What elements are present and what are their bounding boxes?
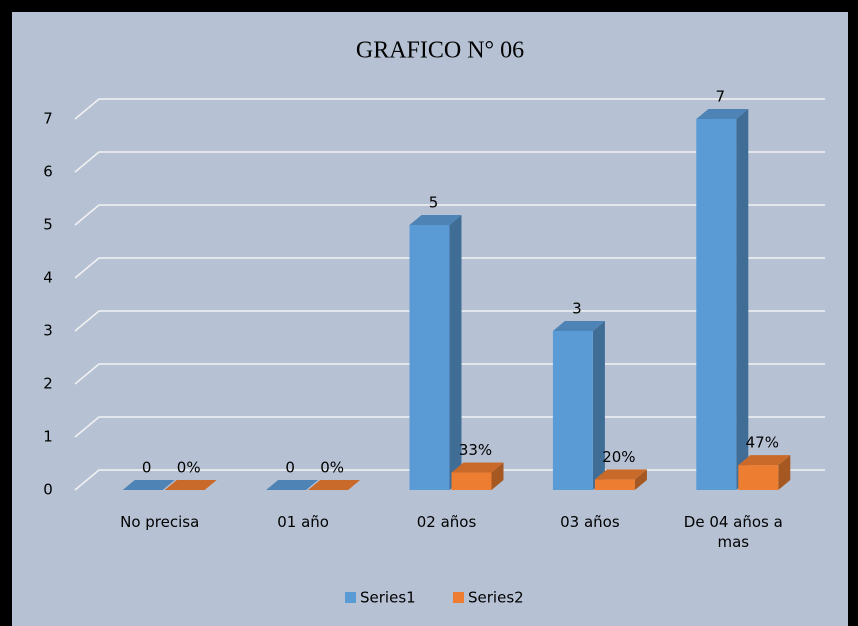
bar-side [736,109,749,490]
y-tick-label: 6 [43,163,53,181]
bar [164,480,217,490]
grid-line [74,310,825,332]
data-label: 5 [429,194,439,212]
bar-top [409,215,462,225]
legend-swatch [453,592,464,603]
x-tick-label: De 04 años a mas [683,513,783,551]
bar-top [594,469,647,480]
data-label: 0 [142,459,152,477]
y-tick-label: 7 [43,110,53,128]
grid-line [74,151,825,173]
bar [594,469,647,490]
data-label: 47% [746,434,779,452]
x-tick-label: 02 años [416,513,477,531]
bar [409,215,462,490]
bar-side [778,455,791,490]
y-tick-label: 3 [43,322,53,340]
data-label: 20% [602,448,635,466]
bar-top [266,480,319,490]
bar [266,480,319,490]
data-label: 0% [320,459,344,477]
bar-top [308,480,361,490]
legend-swatch [345,592,356,603]
bar-side [449,215,462,490]
bar-side [592,321,605,490]
y-tick-label: 0 [43,481,53,499]
bar-front [451,472,492,490]
bar [552,321,605,490]
bar-front [696,119,737,490]
y-tick-label: 4 [43,269,53,287]
bar-top [122,480,175,490]
bar-front [594,479,635,490]
legend-label: Series1 [360,589,416,607]
data-label: 0 [285,459,295,477]
bar [122,480,175,490]
data-label: 33% [459,441,492,459]
x-tick-label: No precisa [120,513,200,531]
bar-top [696,109,749,119]
y-tick-label: 2 [43,375,53,393]
data-label: 0% [177,459,201,477]
chart-title: GRAFICO N° 06 [356,38,524,64]
legend-label: Series2 [468,589,524,607]
grid-line [74,98,825,120]
y-tick-label: 1 [43,428,53,446]
bar-front [409,225,450,490]
bar-top [738,455,791,466]
grid-line [74,204,825,226]
bar-front [738,465,779,490]
bar-top [552,321,605,331]
data-label: 3 [572,300,582,318]
bar-top [451,462,504,473]
y-tick-label: 5 [43,216,53,234]
bar-side [491,462,504,490]
x-tick-label: 01 año [277,513,329,531]
bar-front [552,331,593,490]
bar-side [634,469,647,490]
bar [696,109,749,490]
x-tick-label: 03 años [560,513,620,531]
bar [738,455,791,490]
data-label: 7 [716,88,726,106]
bar [451,462,504,490]
bar [308,480,361,490]
bar-top [164,480,217,490]
grid-line [74,257,825,279]
